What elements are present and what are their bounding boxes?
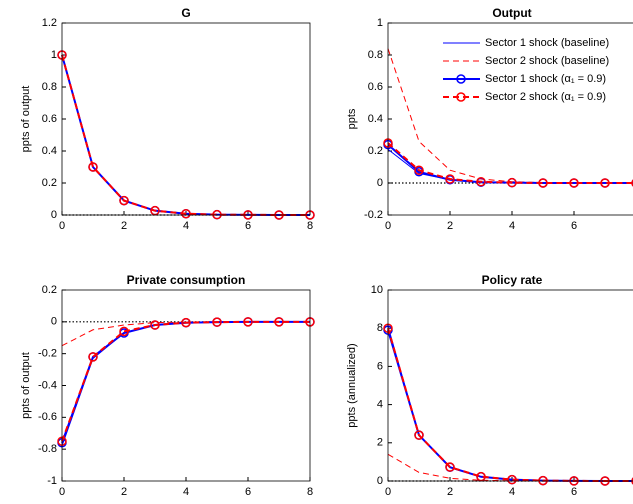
data-point — [445, 174, 455, 184]
series-line — [387, 142, 633, 184]
y-axis-label: ppts (annualized) — [346, 343, 358, 427]
data-point — [181, 208, 191, 219]
data-point — [212, 317, 222, 327]
y-tick-label: -0.6 — [38, 411, 57, 423]
y-tick-label: 1 — [51, 49, 57, 61]
y-tick-label: 1 — [377, 17, 383, 29]
data-point — [274, 317, 284, 327]
y-tick-label: 0.8 — [42, 81, 57, 93]
chart-title: G — [181, 6, 190, 20]
y-axis-label: ppts — [346, 108, 358, 129]
y-tick-label: 0.2 — [42, 177, 57, 189]
y-tick-label: 1.2 — [42, 17, 57, 29]
legend-marker — [456, 74, 466, 84]
plot-area — [388, 290, 633, 481]
axes-box — [387, 289, 633, 482]
y-tick-label: 0.8 — [368, 49, 383, 61]
y-tick-label: 10 — [371, 284, 383, 296]
data-point — [476, 176, 486, 187]
y-tick-label: -1 — [47, 475, 57, 487]
x-tick-label: 6 — [571, 486, 577, 498]
chart-title: Output — [492, 6, 531, 20]
axes-box — [387, 22, 633, 216]
y-tick-label: 4 — [377, 399, 383, 411]
x-tick-label: 0 — [385, 486, 391, 498]
y-tick-label: 0.2 — [368, 145, 383, 157]
legend-box — [438, 32, 631, 108]
data-point — [631, 179, 633, 187]
y-tick-label: -0.2 — [364, 209, 383, 221]
y-axis-label: ppts of output — [20, 352, 32, 419]
y-tick-label: 8 — [377, 322, 383, 334]
axes-box — [61, 22, 311, 216]
x-tick-label: 4 — [509, 220, 515, 232]
data-point — [569, 178, 579, 188]
legend-label: Sector 1 shock (α₁ = 0.9) — [485, 73, 606, 85]
x-tick-label: 4 — [183, 220, 189, 232]
series-line — [61, 320, 310, 442]
legend-label: Sector 2 shock (baseline) — [485, 55, 609, 67]
y-tick-label: 2 — [377, 437, 383, 449]
legend-label: Sector 2 shock (α₁ = 0.9) — [485, 91, 606, 103]
data-point — [538, 178, 548, 188]
data-point — [445, 462, 455, 472]
x-tick-label: 6 — [245, 220, 251, 232]
y-tick-label: 0 — [377, 475, 383, 487]
x-tick-label: 6 — [571, 220, 577, 232]
x-tick-label: 0 — [385, 220, 391, 232]
y-tick-label: 0 — [51, 209, 57, 221]
y-tick-label: 0.6 — [42, 113, 57, 125]
data-point — [507, 177, 517, 188]
x-tick-label: 6 — [245, 486, 251, 498]
data-point — [119, 326, 129, 337]
x-tick-label: 2 — [121, 486, 127, 498]
data-point — [414, 430, 424, 440]
x-tick-label: 2 — [121, 220, 127, 232]
data-point — [119, 195, 129, 206]
data-point — [88, 352, 98, 362]
x-tick-label: 0 — [59, 486, 65, 498]
y-tick-label: 0 — [377, 177, 383, 189]
data-point — [150, 320, 160, 330]
x-tick-label: 2 — [447, 486, 453, 498]
y-tick-label: 6 — [377, 360, 383, 372]
x-tick-label: 0 — [59, 220, 65, 232]
x-tick-label: 2 — [447, 220, 453, 232]
chart-title: Policy rate — [482, 273, 543, 287]
y-tick-label: -0.4 — [38, 379, 57, 391]
legend-marker — [456, 92, 466, 102]
x-tick-label: 4 — [183, 486, 189, 498]
y-tick-label: -0.8 — [38, 443, 57, 455]
series-line — [61, 54, 310, 216]
y-tick-label: 0.2 — [42, 284, 57, 296]
x-tick-label: 8 — [307, 220, 313, 232]
y-tick-label: 0.4 — [42, 145, 57, 157]
plot-area — [62, 23, 310, 215]
x-tick-label: 8 — [307, 486, 313, 498]
y-tick-label: 0 — [51, 316, 57, 328]
y-tick-label: 0.6 — [368, 81, 383, 93]
data-point — [181, 317, 191, 328]
y-tick-label: -0.2 — [38, 348, 57, 360]
data-point — [600, 178, 610, 188]
data-point — [414, 165, 424, 175]
data-point — [507, 474, 517, 485]
data-point — [88, 162, 98, 172]
legend-label: Sector 1 shock (baseline) — [485, 37, 609, 49]
y-tick-label: 0.4 — [368, 113, 383, 125]
x-tick-label: 4 — [509, 486, 515, 498]
axes-box — [61, 289, 311, 482]
data-point — [243, 317, 253, 327]
y-axis-label: ppts of output — [20, 86, 32, 153]
chart-title: Private consumption — [127, 273, 246, 287]
